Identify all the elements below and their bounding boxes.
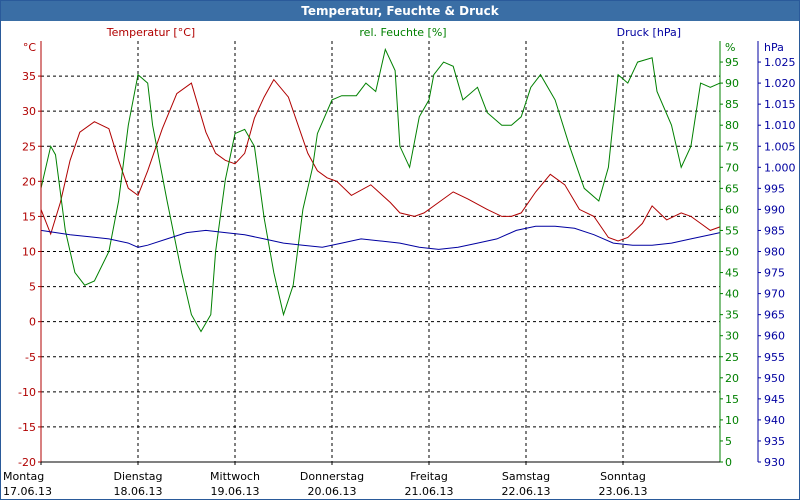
humidity-tick-label: 10 (725, 414, 739, 427)
humidity-axis-title: rel. Feuchte [%] (359, 26, 446, 39)
pressure-tick-label: 930 (764, 456, 785, 469)
pressure-tick-label: 990 (764, 203, 785, 216)
humidity-tick-label: 0 (725, 456, 732, 469)
pressure-tick-label: 975 (764, 267, 785, 280)
temperature-tick-label: 35 (22, 70, 36, 83)
humidity-tick-label: 60 (725, 203, 739, 216)
humidity-tick-label: 85 (725, 98, 739, 111)
x-tick-date-label: 22.06.13 (502, 485, 551, 498)
x-tick-day-label: Mittwoch (210, 470, 260, 483)
pressure-tick-label: 1.010 (764, 119, 796, 132)
pressure-tick-label: 1.005 (764, 140, 796, 153)
humidity-tick-label: 5 (725, 435, 732, 448)
series-line-temperature (40, 78, 721, 242)
humidity-tick-label: 55 (725, 224, 739, 237)
temperature-tick-label: 15 (22, 210, 36, 223)
series-line-humidity (40, 47, 721, 333)
pressure-tick-label: 970 (764, 288, 785, 301)
pressure-tick-label: 960 (764, 330, 785, 343)
temperature-tick-label: -5 (25, 351, 36, 364)
humidity-tick-label: 75 (725, 140, 739, 153)
x-tick-date-label: 21.06.13 (405, 485, 454, 498)
pressure-tick-label: 965 (764, 309, 785, 322)
temperature-tick-label: 0 (29, 316, 36, 329)
humidity-tick-label: 25 (725, 351, 739, 364)
x-tick-day-label: Dienstag (113, 470, 162, 483)
chart-labels: -20 -15 -10 -5 0 5 10 15 20 25 30 35 °C 0 5 10 15 20 25 30 3… (3, 26, 796, 498)
pressure-tick-label: 940 (764, 414, 785, 427)
pressure-tick-label: 1.000 (764, 161, 796, 174)
pressure-tick-label: 1.025 (764, 56, 796, 69)
x-tick-day-label: Montag (3, 470, 44, 483)
x-tick-day-label: Sonntag (600, 470, 646, 483)
x-tick-day-label: Donnerstag (300, 470, 364, 483)
x-tick-date-label: 23.06.13 (599, 485, 648, 498)
pressure-unit-label: hPa (764, 41, 784, 54)
temperature-tick-label: 20 (22, 175, 36, 188)
pressure-tick-label: 980 (764, 246, 785, 259)
humidity-tick-label: 35 (725, 309, 739, 322)
humidity-tick-label: 45 (725, 267, 739, 280)
temperature-axis-title: Temperatur [°C] (106, 26, 195, 39)
series-line-pressure (40, 225, 721, 250)
x-tick-date-label: 17.06.13 (3, 485, 52, 498)
humidity-tick-label: 15 (725, 393, 739, 406)
temperature-tick-label: -20 (18, 456, 36, 469)
humidity-tick-label: 95 (725, 56, 739, 69)
x-tick-day-label: Freitag (410, 470, 448, 483)
pressure-tick-label: 955 (764, 351, 785, 364)
temperature-tick-label: -10 (18, 386, 36, 399)
pressure-tick-label: 935 (764, 435, 785, 448)
x-tick-date-label: 20.06.13 (308, 485, 357, 498)
humidity-tick-label: 30 (725, 330, 739, 343)
humidity-tick-label: 90 (725, 77, 739, 90)
x-tick-date-label: 19.06.13 (211, 485, 260, 498)
temperature-tick-label: 25 (22, 140, 36, 153)
x-tick-date-label: 18.06.13 (114, 485, 163, 498)
humidity-tick-label: 20 (725, 372, 739, 385)
humidity-tick-label: 70 (725, 161, 739, 174)
humidity-tick-label: 50 (725, 246, 739, 259)
humidity-tick-label: 65 (725, 182, 739, 195)
chart-grid (41, 41, 720, 462)
humidity-tick-label: 80 (725, 119, 739, 132)
pressure-tick-label: 945 (764, 393, 785, 406)
temperature-unit-label: °C (23, 41, 37, 54)
humidity-unit-label: % (725, 41, 735, 54)
pressure-tick-label: 985 (764, 224, 785, 237)
x-tick-day-label: Samstag (502, 470, 550, 483)
pressure-tick-label: 950 (764, 372, 785, 385)
temperature-tick-label: 10 (22, 246, 36, 259)
chart-title: Temperatur, Feuchte & Druck (1, 1, 799, 21)
pressure-tick-label: 1.015 (764, 98, 796, 111)
temperature-tick-label: -15 (18, 421, 36, 434)
chart-axes (38, 41, 761, 465)
humidity-tick-label: 40 (725, 288, 739, 301)
temperature-tick-label: 30 (22, 105, 36, 118)
pressure-axis-title: Druck [hPa] (617, 26, 681, 39)
pressure-tick-label: 1.020 (764, 77, 796, 90)
temperature-tick-label: 5 (29, 281, 36, 294)
pressure-tick-label: 995 (764, 182, 785, 195)
chart-series (40, 47, 721, 333)
